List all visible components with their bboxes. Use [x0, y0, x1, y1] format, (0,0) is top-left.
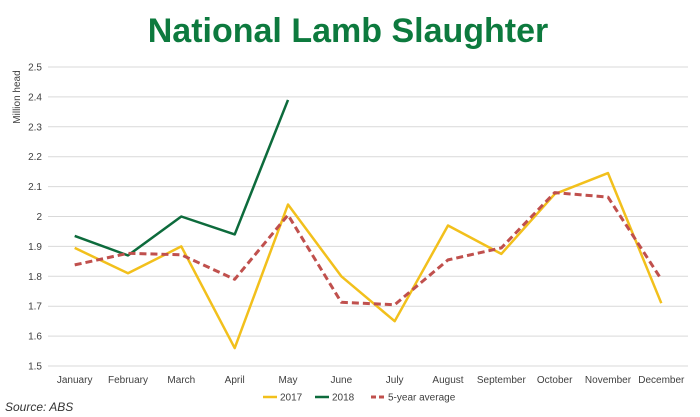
y-tick-label: 1.7 [28, 302, 42, 313]
series-lines [74, 99, 663, 350]
y-axis-label: Million head [12, 70, 23, 123]
x-tick-label: April [225, 375, 245, 386]
x-tick-label: June [330, 375, 352, 386]
x-axis-ticks: January February March April May June July Augu… [57, 375, 685, 386]
series-line-2018 [74, 99, 290, 257]
y-tick-label: 1.9 [28, 242, 42, 253]
y-tick-label: 2.1 [28, 182, 42, 193]
legend: 2017 2018 5-year average [263, 393, 456, 404]
y-tick-label: 2.4 [28, 92, 42, 103]
chart-title: National Lamb Slaughter [148, 12, 549, 50]
x-tick-label: August [432, 375, 463, 386]
y-tick-label: 2.3 [28, 122, 42, 133]
x-tick-label: July [386, 375, 404, 386]
y-tick-label: 2.2 [28, 152, 42, 163]
y-tick-label: 1.8 [28, 272, 42, 283]
legend-label: 2018 [332, 393, 355, 404]
x-tick-label: December [638, 375, 685, 386]
y-axis-ticks: 1.5 1.6 1.7 1.8 1.9 2 2.1 2.2 2.3 2.4 2.5 [28, 63, 42, 373]
y-tick-label: 2 [36, 212, 42, 223]
series-line-5-year-average [74, 191, 663, 307]
gridlines [48, 66, 688, 367]
x-tick-label: March [167, 375, 195, 386]
legend-label: 2017 [280, 393, 303, 404]
y-tick-label: 1.5 [28, 362, 42, 373]
x-tick-label: September [477, 375, 527, 386]
x-tick-label: January [57, 375, 93, 386]
series-line-2017 [74, 171, 663, 350]
source-note: Source: ABS [5, 400, 73, 414]
x-tick-label: November [585, 375, 632, 386]
x-tick-label: February [108, 375, 148, 386]
y-tick-label: 1.6 [28, 332, 42, 343]
legend-label: 5-year average [388, 393, 456, 404]
x-tick-label: October [537, 375, 573, 386]
y-tick-label: 2.5 [28, 63, 42, 74]
x-tick-label: May [279, 375, 298, 386]
